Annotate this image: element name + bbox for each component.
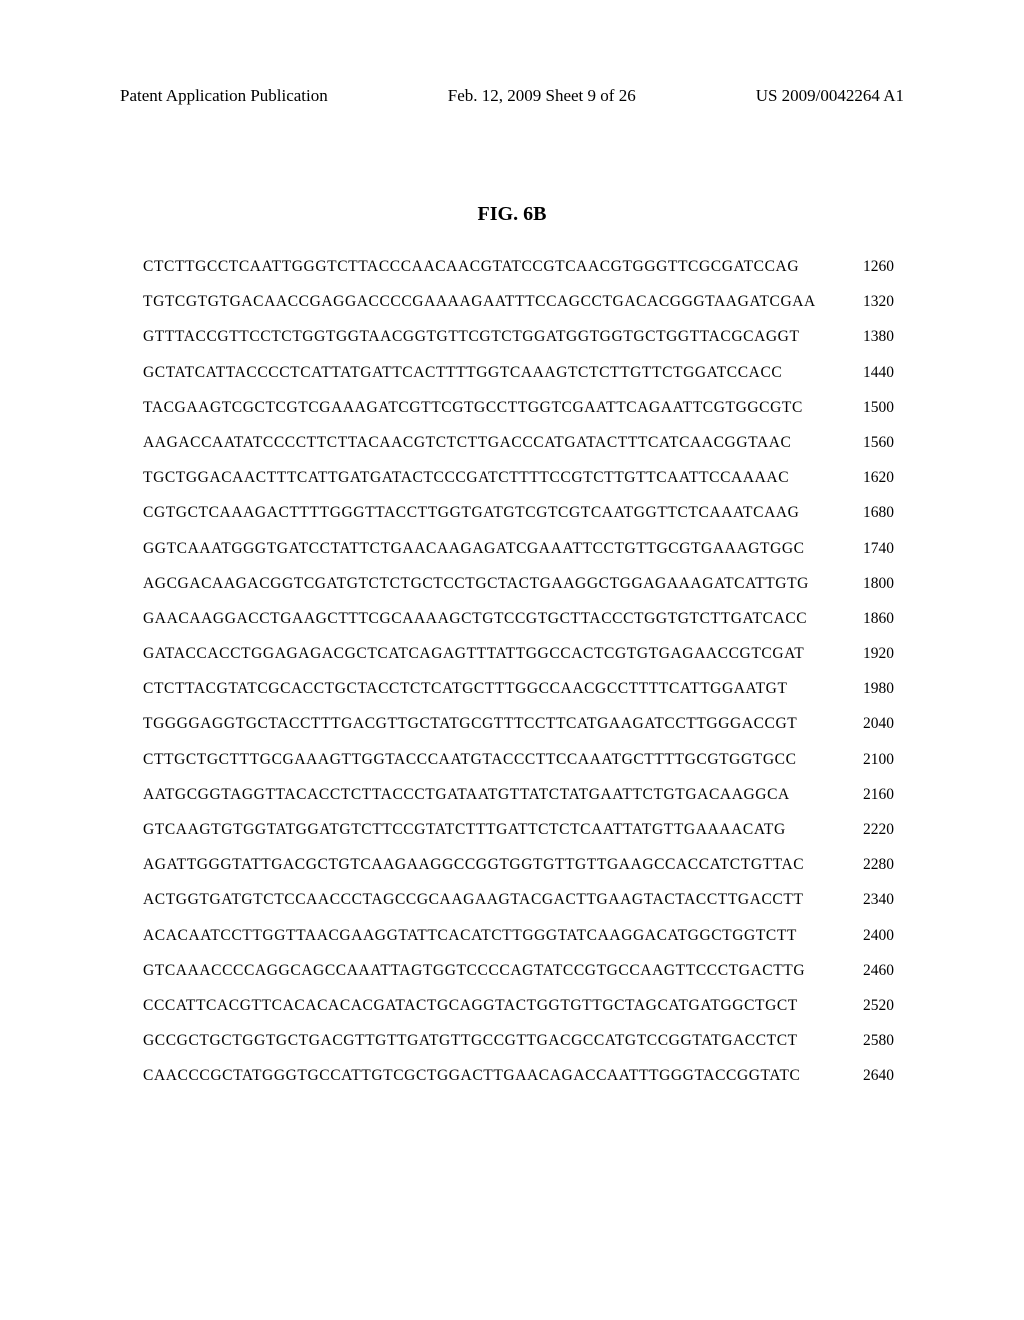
sequence-position: 1800 xyxy=(855,575,894,593)
sequence-row: AAGACCAATATCCCCTTCTTACAACGTCTCTTGACCCATG… xyxy=(143,434,894,452)
sequence-text: GATACCACCTGGAGAGACGCTCATCAGAGTTTATTGGCCA… xyxy=(143,645,804,663)
sequence-row: GAACAAGGACCTGAAGCTTTCGCAAAAGCTGTCCGTGCTT… xyxy=(143,610,894,628)
sequence-text: TGTCGTGTGACAACCGAGGACCCCGAAAAGAATTTCCAGC… xyxy=(143,293,816,311)
sequence-row: CTTGCTGCTTTGCGAAAGTTGGTACCCAATGTACCCTTCC… xyxy=(143,751,894,769)
sequence-position: 1500 xyxy=(855,399,894,417)
sequence-text: TGCTGGACAACTTTCATTGATGATACTCCCGATCTTTTCC… xyxy=(143,469,789,487)
sequence-text: CTTGCTGCTTTGCGAAAGTTGGTACCCAATGTACCCTTCC… xyxy=(143,751,797,769)
sequence-text: GAACAAGGACCTGAAGCTTTCGCAAAAGCTGTCCGTGCTT… xyxy=(143,610,807,628)
sequence-row: GTTTACCGTTCCTCTGGTGGTAACGGTGTTCGTCTGGATG… xyxy=(143,328,894,346)
sequence-position: 2220 xyxy=(855,821,894,839)
sequence-row: AATGCGGTAGGTTACACCTCTTACCCTGATAATGTTATCT… xyxy=(143,786,894,804)
sequence-text: GCCGCTGCTGGTGCTGACGTTGTTGATGTTGCCGTTGACG… xyxy=(143,1032,798,1050)
sequence-text: CTCTTACGTATCGCACCTGCTACCTCTCATGCTTTGGCCA… xyxy=(143,680,788,698)
sequence-row: GGTCAAATGGGTGATCCTATTCTGAACAAGAGATCGAAAT… xyxy=(143,540,894,558)
sequence-text: CTCTTGCCTCAATTGGGTCTTACCCAACAACGTATCCGTC… xyxy=(143,258,799,276)
sequence-position: 1980 xyxy=(855,680,894,698)
sequence-row: TGGGGAGGTGCTACCTTTGACGTTGCTATGCGTTTCCTTC… xyxy=(143,715,894,733)
sequence-row: ACACAATCCTTGGTTAACGAAGGTATTCACATCTTGGGTA… xyxy=(143,927,894,945)
sequence-text: AATGCGGTAGGTTACACCTCTTACCCTGATAATGTTATCT… xyxy=(143,786,790,804)
sequence-row: GCTATCATTACCCCTCATTATGATTCACTTTTGGTCAAAG… xyxy=(143,364,894,382)
sequence-position: 1860 xyxy=(855,610,894,628)
sequence-row: GTCAAGTGTGGTATGGATGTCTTCCGTATCTTTGATTCTC… xyxy=(143,821,894,839)
header-publication-type: Patent Application Publication xyxy=(120,86,328,106)
sequence-position: 1440 xyxy=(855,364,894,382)
sequence-row: AGATTGGGTATTGACGCTGTCAAGAAGGCCGGTGGTGTTG… xyxy=(143,856,894,874)
sequence-position: 1620 xyxy=(855,469,894,487)
figure-label: FIG. 6B xyxy=(0,203,1024,226)
sequence-position: 2460 xyxy=(855,962,894,980)
sequence-position: 2340 xyxy=(855,891,894,909)
sequence-text: GGTCAAATGGGTGATCCTATTCTGAACAAGAGATCGAAAT… xyxy=(143,540,805,558)
header-date-sheet: Feb. 12, 2009 Sheet 9 of 26 xyxy=(448,86,636,106)
sequence-row: ACTGGTGATGTCTCCAACCCTAGCCGCAAGAAGTACGACT… xyxy=(143,891,894,909)
sequence-row: CGTGCTCAAAGACTTTTGGGTTACCTTGGTGATGTCGTCG… xyxy=(143,504,894,522)
sequence-row: CAACCCGCTATGGGTGCCATTGTCGCTGGACTTGAACAGA… xyxy=(143,1067,894,1085)
sequence-row: TACGAAGTCGCTCGTCGAAAGATCGTTCGTGCCTTGGTCG… xyxy=(143,399,894,417)
sequence-position: 2100 xyxy=(855,751,894,769)
sequence-position: 2640 xyxy=(855,1067,894,1085)
sequence-row: GTCAAACCCCAGGCAGCCAAATTAGTGGTCCCCAGTATCC… xyxy=(143,962,894,980)
sequence-row: CCCATTCACGTTCACACACACGATACTGCAGGTACTGGTG… xyxy=(143,997,894,1015)
sequence-row: GCCGCTGCTGGTGCTGACGTTGTTGATGTTGCCGTTGACG… xyxy=(143,1032,894,1050)
sequence-text: GTCAAGTGTGGTATGGATGTCTTCCGTATCTTTGATTCTC… xyxy=(143,821,786,839)
page-header: Patent Application Publication Feb. 12, … xyxy=(120,86,904,106)
sequence-position: 1680 xyxy=(855,504,894,522)
sequence-text: ACTGGTGATGTCTCCAACCCTAGCCGCAAGAAGTACGACT… xyxy=(143,891,804,909)
sequence-listing: CTCTTGCCTCAATTGGGTCTTACCCAACAACGTATCCGTC… xyxy=(143,258,894,1103)
sequence-position: 1380 xyxy=(855,328,894,346)
sequence-position: 2520 xyxy=(855,997,894,1015)
sequence-text: GCTATCATTACCCCTCATTATGATTCACTTTTGGTCAAAG… xyxy=(143,364,782,382)
sequence-position: 2580 xyxy=(855,1032,894,1050)
sequence-position: 2160 xyxy=(855,786,894,804)
sequence-text: AGATTGGGTATTGACGCTGTCAAGAAGGCCGGTGGTGTTG… xyxy=(143,856,804,874)
header-publication-number: US 2009/0042264 A1 xyxy=(756,86,904,106)
sequence-position: 1560 xyxy=(855,434,894,452)
sequence-row: TGTCGTGTGACAACCGAGGACCCCGAAAAGAATTTCCAGC… xyxy=(143,293,894,311)
sequence-text: CCCATTCACGTTCACACACACGATACTGCAGGTACTGGTG… xyxy=(143,997,798,1015)
sequence-row: TGCTGGACAACTTTCATTGATGATACTCCCGATCTTTTCC… xyxy=(143,469,894,487)
sequence-row: CTCTTGCCTCAATTGGGTCTTACCCAACAACGTATCCGTC… xyxy=(143,258,894,276)
sequence-text: GTCAAACCCCAGGCAGCCAAATTAGTGGTCCCCAGTATCC… xyxy=(143,962,805,980)
sequence-text: CAACCCGCTATGGGTGCCATTGTCGCTGGACTTGAACAGA… xyxy=(143,1067,800,1085)
sequence-row: CTCTTACGTATCGCACCTGCTACCTCTCATGCTTTGGCCA… xyxy=(143,680,894,698)
sequence-text: ACACAATCCTTGGTTAACGAAGGTATTCACATCTTGGGTA… xyxy=(143,927,797,945)
sequence-position: 2040 xyxy=(855,715,894,733)
sequence-text: TGGGGAGGTGCTACCTTTGACGTTGCTATGCGTTTCCTTC… xyxy=(143,715,797,733)
sequence-text: TACGAAGTCGCTCGTCGAAAGATCGTTCGTGCCTTGGTCG… xyxy=(143,399,803,417)
sequence-position: 2280 xyxy=(855,856,894,874)
sequence-position: 1920 xyxy=(855,645,894,663)
sequence-text: GTTTACCGTTCCTCTGGTGGTAACGGTGTTCGTCTGGATG… xyxy=(143,328,800,346)
sequence-text: CGTGCTCAAAGACTTTTGGGTTACCTTGGTGATGTCGTCG… xyxy=(143,504,799,522)
sequence-row: GATACCACCTGGAGAGACGCTCATCAGAGTTTATTGGCCA… xyxy=(143,645,894,663)
sequence-position: 1260 xyxy=(855,258,894,276)
sequence-position: 1740 xyxy=(855,540,894,558)
sequence-text: AAGACCAATATCCCCTTCTTACAACGTCTCTTGACCCATG… xyxy=(143,434,791,452)
sequence-position: 1320 xyxy=(855,293,894,311)
sequence-text: AGCGACAAGACGGTCGATGTCTCTGCTCCTGCTACTGAAG… xyxy=(143,575,809,593)
sequence-row: AGCGACAAGACGGTCGATGTCTCTGCTCCTGCTACTGAAG… xyxy=(143,575,894,593)
sequence-position: 2400 xyxy=(855,927,894,945)
